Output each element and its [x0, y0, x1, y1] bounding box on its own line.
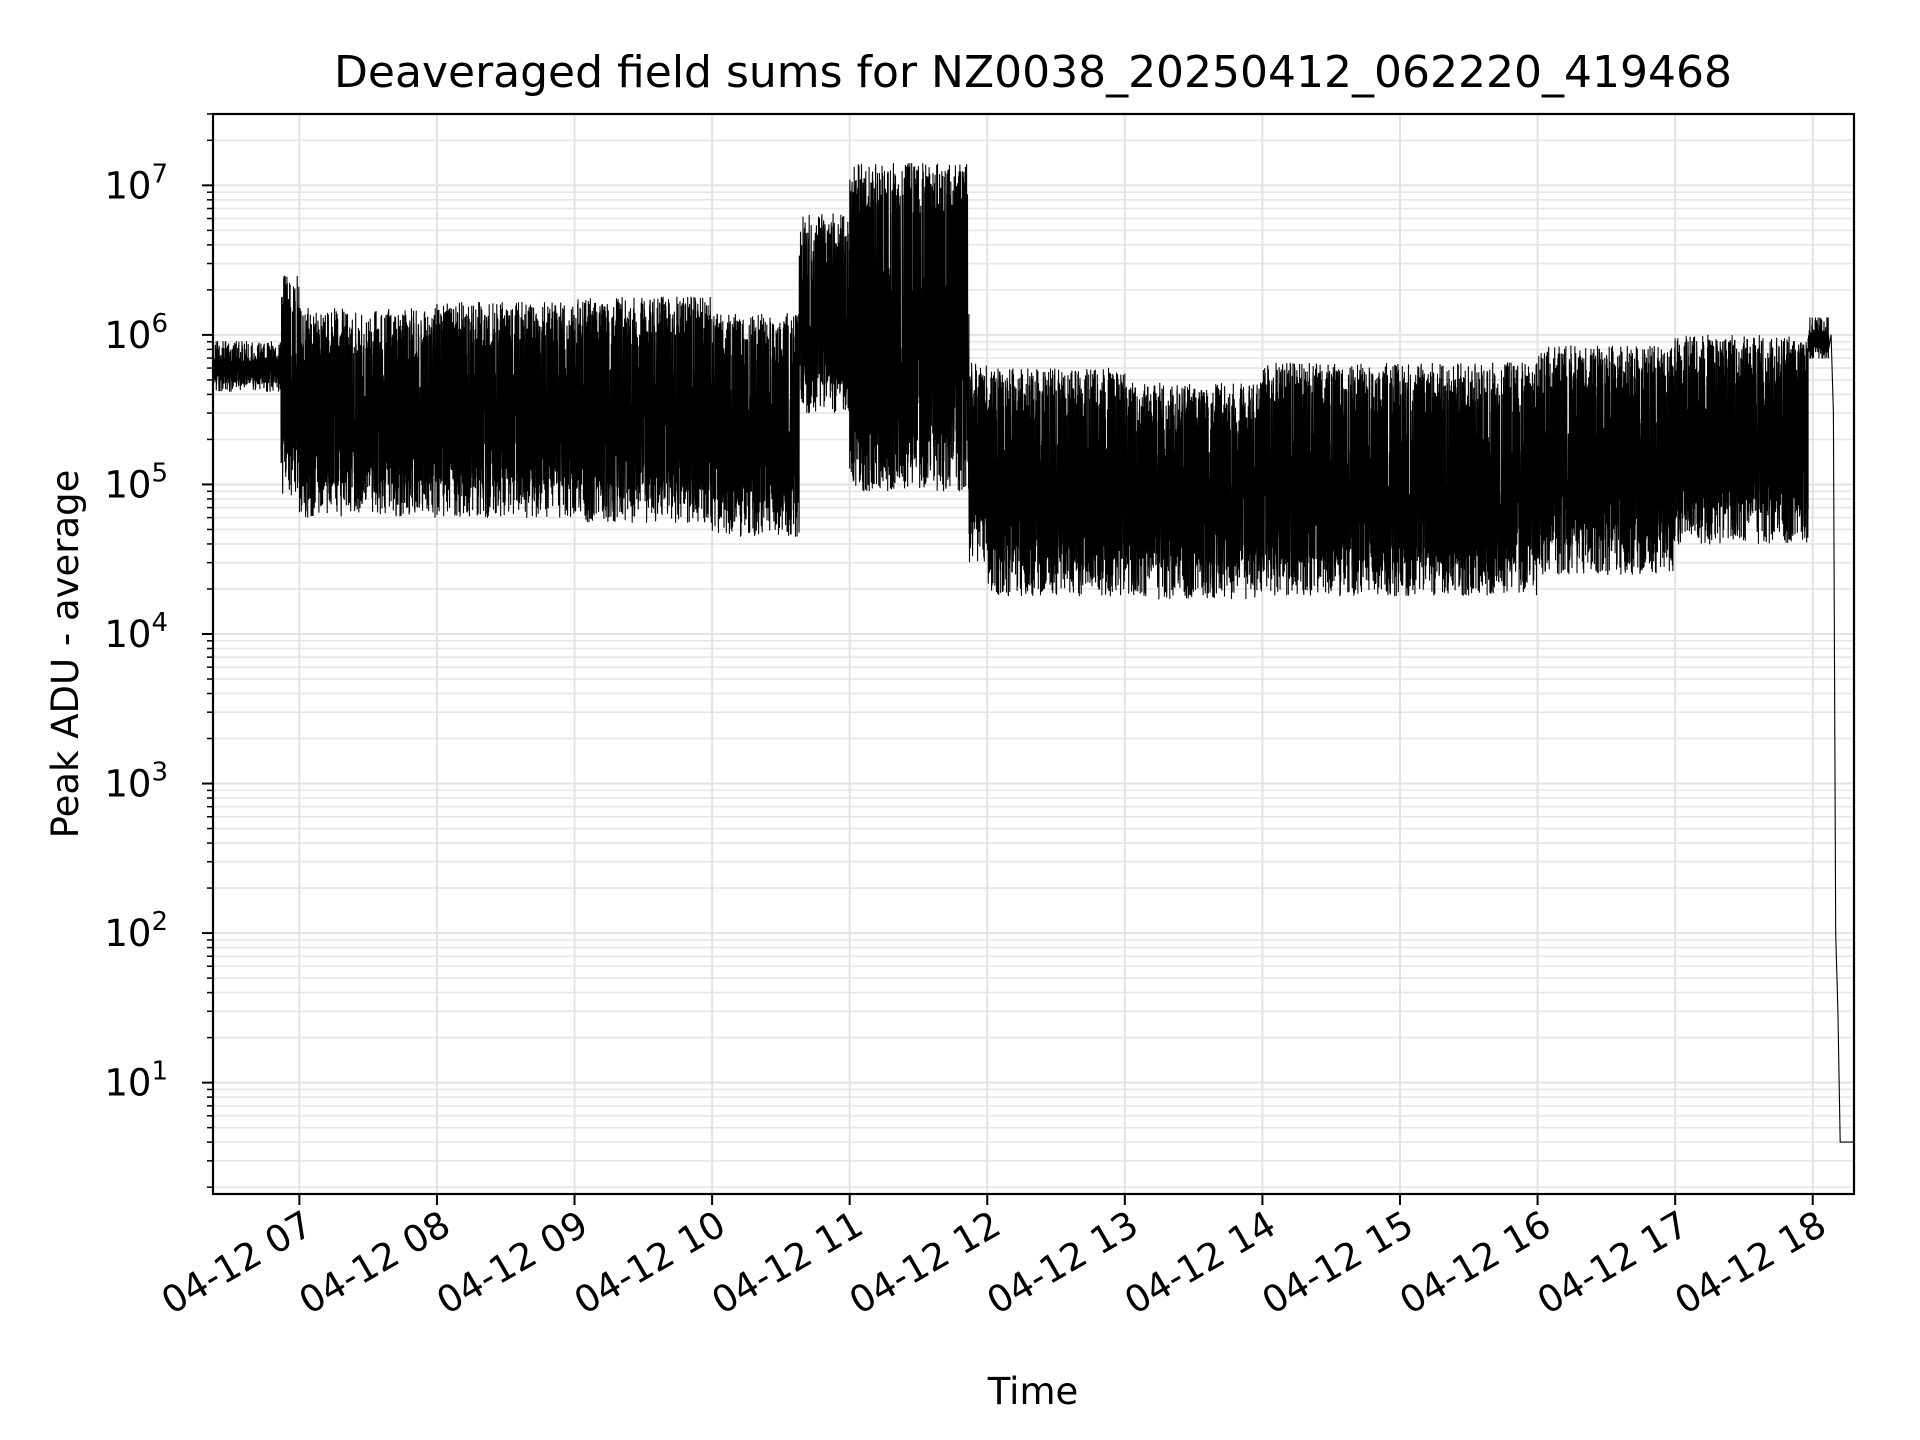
series-line — [212, 163, 1854, 1143]
y-tick-label: 106 — [104, 309, 168, 357]
y-axis-label: Peak ADU - average — [44, 470, 87, 839]
data-series — [212, 163, 1854, 1143]
y-tick-label: 104 — [104, 608, 168, 656]
y-tick-label: 105 — [104, 458, 168, 506]
y-tick-label: 107 — [104, 159, 168, 207]
x-axis-label: Time — [987, 1370, 1079, 1413]
y-tick-label: 103 — [104, 758, 168, 806]
plot-frame — [211, 112, 1856, 1196]
chart-title: Deaveraged field sums for NZ0038_2025041… — [334, 47, 1732, 98]
y-tick-label: 101 — [104, 1057, 168, 1105]
y-tick-label: 102 — [104, 907, 168, 955]
